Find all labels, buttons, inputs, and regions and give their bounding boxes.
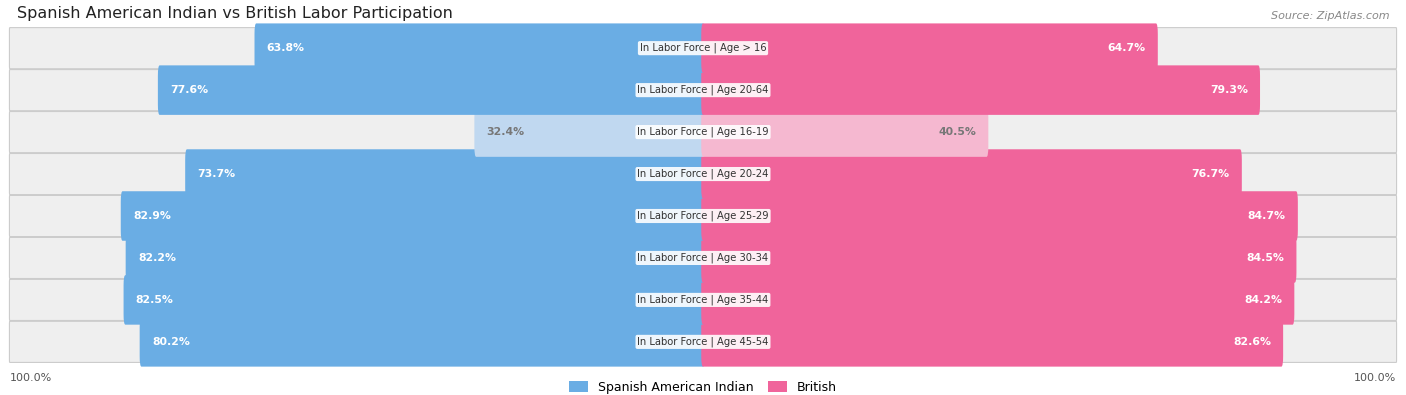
Text: 64.7%: 64.7%: [1108, 43, 1146, 53]
Text: 40.5%: 40.5%: [938, 127, 976, 137]
Text: In Labor Force | Age > 16: In Labor Force | Age > 16: [640, 43, 766, 53]
Text: 73.7%: 73.7%: [197, 169, 236, 179]
FancyBboxPatch shape: [702, 107, 988, 157]
Text: In Labor Force | Age 30-34: In Labor Force | Age 30-34: [637, 253, 769, 263]
Text: In Labor Force | Age 25-29: In Labor Force | Age 25-29: [637, 211, 769, 221]
FancyBboxPatch shape: [10, 196, 1396, 237]
Text: 63.8%: 63.8%: [267, 43, 305, 53]
Text: Source: ZipAtlas.com: Source: ZipAtlas.com: [1271, 11, 1389, 21]
FancyBboxPatch shape: [474, 107, 704, 157]
FancyBboxPatch shape: [702, 65, 1260, 115]
FancyBboxPatch shape: [10, 321, 1396, 363]
Text: 82.5%: 82.5%: [136, 295, 174, 305]
FancyBboxPatch shape: [121, 191, 704, 241]
Text: In Labor Force | Age 16-19: In Labor Force | Age 16-19: [637, 127, 769, 137]
Text: In Labor Force | Age 45-54: In Labor Force | Age 45-54: [637, 337, 769, 347]
Text: In Labor Force | Age 35-44: In Labor Force | Age 35-44: [637, 295, 769, 305]
FancyBboxPatch shape: [10, 28, 1396, 69]
FancyBboxPatch shape: [702, 317, 1284, 367]
FancyBboxPatch shape: [702, 23, 1157, 73]
FancyBboxPatch shape: [186, 149, 704, 199]
FancyBboxPatch shape: [139, 317, 704, 367]
FancyBboxPatch shape: [702, 233, 1296, 283]
Text: 84.2%: 84.2%: [1244, 295, 1282, 305]
Legend: Spanish American Indian, British: Spanish American Indian, British: [569, 381, 837, 394]
Text: 79.3%: 79.3%: [1209, 85, 1247, 95]
FancyBboxPatch shape: [10, 279, 1396, 320]
Text: In Labor Force | Age 20-64: In Labor Force | Age 20-64: [637, 85, 769, 95]
Text: 84.5%: 84.5%: [1246, 253, 1284, 263]
FancyBboxPatch shape: [10, 111, 1396, 152]
FancyBboxPatch shape: [10, 70, 1396, 111]
Text: 82.9%: 82.9%: [134, 211, 172, 221]
Text: Spanish American Indian vs British Labor Participation: Spanish American Indian vs British Labor…: [17, 6, 453, 21]
FancyBboxPatch shape: [124, 275, 704, 325]
Text: 84.7%: 84.7%: [1247, 211, 1285, 221]
FancyBboxPatch shape: [254, 23, 704, 73]
FancyBboxPatch shape: [702, 149, 1241, 199]
Text: 80.2%: 80.2%: [152, 337, 190, 347]
FancyBboxPatch shape: [10, 237, 1396, 278]
Text: 100.0%: 100.0%: [1354, 372, 1396, 382]
FancyBboxPatch shape: [157, 65, 704, 115]
FancyBboxPatch shape: [702, 275, 1295, 325]
FancyBboxPatch shape: [10, 154, 1396, 195]
Text: 76.7%: 76.7%: [1191, 169, 1230, 179]
FancyBboxPatch shape: [702, 191, 1298, 241]
Text: In Labor Force | Age 20-24: In Labor Force | Age 20-24: [637, 169, 769, 179]
Text: 82.6%: 82.6%: [1233, 337, 1271, 347]
Text: 77.6%: 77.6%: [170, 85, 208, 95]
Text: 82.2%: 82.2%: [138, 253, 176, 263]
Text: 100.0%: 100.0%: [10, 372, 52, 382]
Text: 32.4%: 32.4%: [486, 127, 524, 137]
FancyBboxPatch shape: [125, 233, 704, 283]
